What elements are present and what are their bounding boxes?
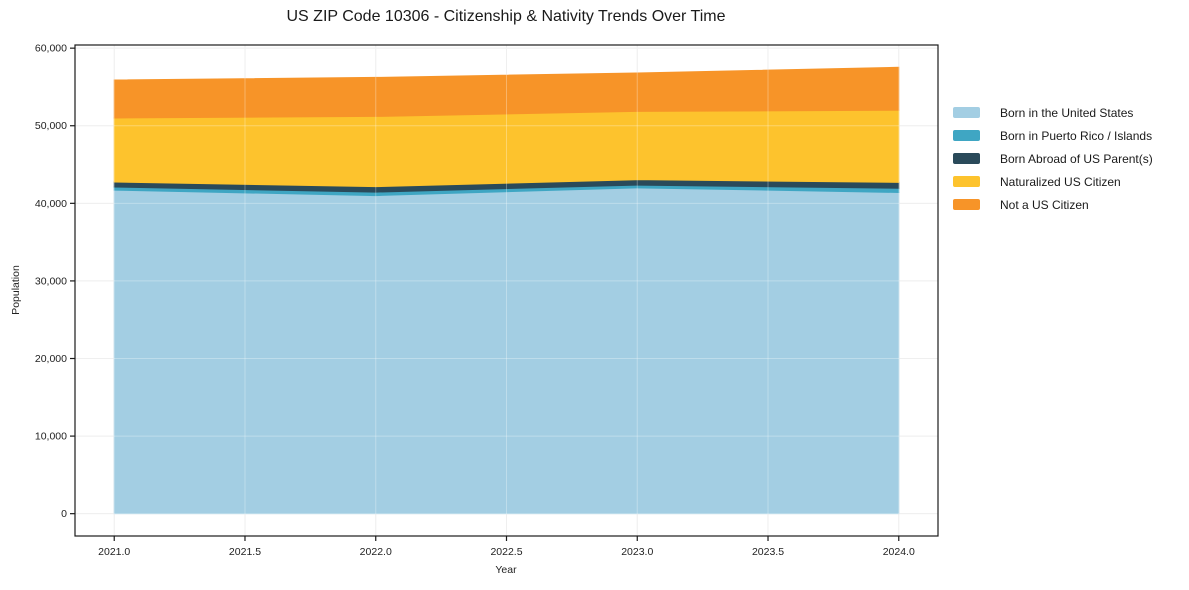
y-tick-label: 30,000 <box>35 275 67 287</box>
legend-item-3: Naturalized US Citizen <box>953 170 1153 193</box>
legend-swatch <box>953 130 980 141</box>
x-tick-label: 2022.0 <box>360 546 392 558</box>
x-tick-label: 2021.0 <box>98 546 130 558</box>
y-tick-label: 40,000 <box>35 198 67 210</box>
legend-label: Naturalized US Citizen <box>1000 174 1121 189</box>
x-tick-label: 2022.5 <box>490 546 522 558</box>
y-tick-label: 20,000 <box>35 353 67 365</box>
legend-item-1: Born in Puerto Rico / Islands <box>953 124 1153 147</box>
y-axis-label: Population <box>10 265 22 315</box>
legend-swatch <box>953 107 980 118</box>
legend-item-4: Not a US Citizen <box>953 193 1153 216</box>
legend-swatch <box>953 199 980 210</box>
legend-item-0: Born in the United States <box>953 101 1153 124</box>
legend-label: Born Abroad of US Parent(s) <box>1000 151 1153 166</box>
legend-label: Not a US Citizen <box>1000 197 1089 212</box>
y-tick-label: 50,000 <box>35 120 67 132</box>
x-tick-label: 2021.5 <box>229 546 261 558</box>
x-tick-label: 2023.0 <box>621 546 653 558</box>
y-tick-label: 0 <box>61 508 67 520</box>
legend: Born in the United States Born in Puerto … <box>953 101 1153 216</box>
y-tick-label: 60,000 <box>35 43 67 55</box>
x-axis-label: Year <box>495 564 517 576</box>
legend-swatch <box>953 176 980 187</box>
legend-label: Born in the United States <box>1000 105 1134 120</box>
y-tick-label: 10,000 <box>35 431 67 443</box>
x-tick-label: 2024.0 <box>883 546 915 558</box>
legend-label: Born in Puerto Rico / Islands <box>1000 128 1153 143</box>
x-tick-label: 2023.5 <box>752 546 784 558</box>
legend-item-2: Born Abroad of US Parent(s) <box>953 147 1153 170</box>
legend-swatch <box>953 153 980 164</box>
chart-title: US ZIP Code 10306 - Citizenship & Nativi… <box>286 8 726 25</box>
area-series-4 <box>113 66 900 119</box>
